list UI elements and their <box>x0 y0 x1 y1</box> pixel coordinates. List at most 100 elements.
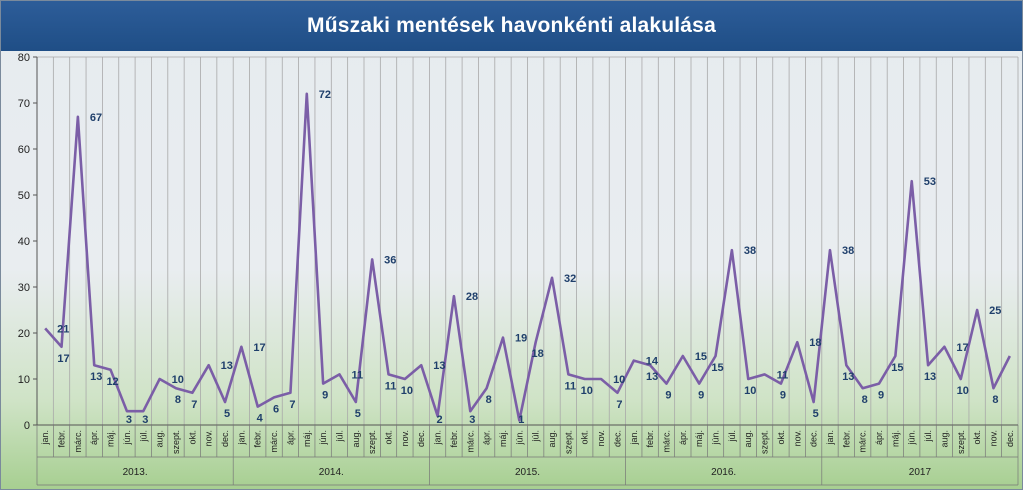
data-label: 13 <box>433 360 445 372</box>
y-tick-label: 70 <box>18 98 30 110</box>
data-label: 13 <box>90 371 102 383</box>
x-tick-label: júl. <box>727 430 737 443</box>
data-label: 38 <box>744 245 756 257</box>
data-label: 9 <box>878 390 884 402</box>
x-tick-label: dec. <box>220 430 230 447</box>
data-label: 67 <box>90 112 102 124</box>
y-tick-label: 20 <box>18 328 30 340</box>
data-label: 10 <box>613 374 625 386</box>
x-tick-label: jan. <box>40 430 50 446</box>
x-tick-label: szept. <box>171 430 181 454</box>
year-label: 2014. <box>319 467 344 478</box>
y-tick-label: 40 <box>18 236 30 248</box>
data-label: 13 <box>646 371 658 383</box>
data-label: 7 <box>191 399 197 411</box>
data-label: 25 <box>989 305 1001 317</box>
data-label: 8 <box>486 394 492 406</box>
chart-title: Műszaki mentések havonkénti alakulása <box>307 14 716 37</box>
data-label: 6 <box>273 403 279 415</box>
x-tick-label: szept. <box>367 430 377 454</box>
x-tick-label: máj. <box>890 430 900 447</box>
x-tick-label: jan. <box>433 430 443 446</box>
data-label: 9 <box>698 390 704 402</box>
data-label: 15 <box>695 351 707 363</box>
data-label: 10 <box>172 374 184 386</box>
data-label: 5 <box>355 408 361 420</box>
x-tick-label: febr. <box>449 430 459 448</box>
data-label: 19 <box>515 333 527 345</box>
x-tick-label: dec. <box>612 430 622 447</box>
data-label: 7 <box>616 399 622 411</box>
data-label: 28 <box>466 291 478 303</box>
data-label: 10 <box>744 385 756 397</box>
x-tick-label: márc. <box>465 430 475 453</box>
data-label: 21 <box>57 323 69 335</box>
year-label: 2013. <box>123 467 148 478</box>
x-tick-label: febr. <box>645 430 655 448</box>
data-label: 36 <box>384 254 396 266</box>
x-tick-label: okt. <box>776 430 786 445</box>
x-tick-label: jan. <box>629 430 639 446</box>
x-tick-label: ápr. <box>89 430 99 445</box>
data-label: 8 <box>862 394 868 406</box>
x-tick-label: márc. <box>73 430 83 453</box>
data-label: 38 <box>842 245 854 257</box>
data-label: 10 <box>957 385 969 397</box>
x-tick-label: nov. <box>596 430 606 446</box>
x-tick-label: máj. <box>106 430 116 447</box>
data-label: 17 <box>253 342 265 354</box>
data-label: 10 <box>581 385 593 397</box>
data-label: 11 <box>351 369 363 381</box>
x-tick-label: márc. <box>269 430 279 453</box>
data-label: 7 <box>289 399 295 411</box>
x-tick-label: jan. <box>236 430 246 446</box>
data-label: 1 <box>518 414 524 426</box>
x-tick-label: aug. <box>939 430 949 448</box>
y-tick-label: 60 <box>18 144 30 156</box>
data-label: 4 <box>257 413 264 425</box>
data-label: 17 <box>57 353 69 365</box>
x-tick-label: febr. <box>57 430 67 448</box>
data-label: 9 <box>780 390 786 402</box>
data-label: 3 <box>126 414 132 426</box>
x-tick-label: szept. <box>760 430 770 454</box>
data-label: 2 <box>437 414 443 426</box>
x-tick-label: nov. <box>204 430 214 446</box>
x-tick-label: szept. <box>956 430 966 454</box>
data-label: 32 <box>564 273 576 285</box>
year-label: 2015. <box>515 467 540 478</box>
y-tick-label: 80 <box>18 52 30 64</box>
x-tick-label: jún. <box>711 430 721 446</box>
x-tick-label: máj. <box>498 430 508 447</box>
year-label: 2016. <box>711 467 736 478</box>
data-label: 11 <box>565 380 577 392</box>
data-label: 12 <box>106 376 118 388</box>
x-tick-label: jún. <box>907 430 917 446</box>
x-tick-label: jan. <box>825 430 835 446</box>
data-label: 18 <box>532 348 544 360</box>
x-tick-label: márc. <box>858 430 868 453</box>
data-label: 3 <box>469 414 475 426</box>
data-label: 18 <box>809 337 821 349</box>
y-tick-label: 0 <box>24 420 30 432</box>
x-tick-label: ápr. <box>482 430 492 445</box>
data-label: 72 <box>319 89 331 101</box>
x-tick-label: júl. <box>531 430 541 443</box>
x-tick-label: dec. <box>416 430 426 447</box>
data-label: 3 <box>142 414 148 426</box>
data-label: 9 <box>665 390 671 402</box>
x-tick-label: febr. <box>841 430 851 448</box>
x-tick-label: ápr. <box>678 430 688 445</box>
x-tick-label: máj. <box>302 430 312 447</box>
x-tick-label: ápr. <box>285 430 295 445</box>
data-label: 13 <box>842 371 854 383</box>
x-tick-label: júl. <box>923 430 933 443</box>
x-tick-label: nov. <box>792 430 802 446</box>
y-tick-label: 50 <box>18 190 30 202</box>
data-label: 11 <box>385 380 397 392</box>
x-tick-label: aug. <box>155 430 165 448</box>
x-tick-label: okt. <box>580 430 590 445</box>
data-label: 5 <box>813 408 819 420</box>
